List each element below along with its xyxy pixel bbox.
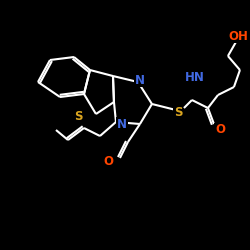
Text: N: N	[117, 118, 127, 130]
Text: O: O	[215, 124, 225, 136]
Text: HN: HN	[185, 70, 205, 84]
Text: S: S	[74, 110, 82, 122]
Text: OH: OH	[228, 30, 248, 43]
Text: O: O	[103, 156, 113, 168]
Text: S: S	[174, 106, 182, 118]
Text: N: N	[135, 74, 145, 86]
